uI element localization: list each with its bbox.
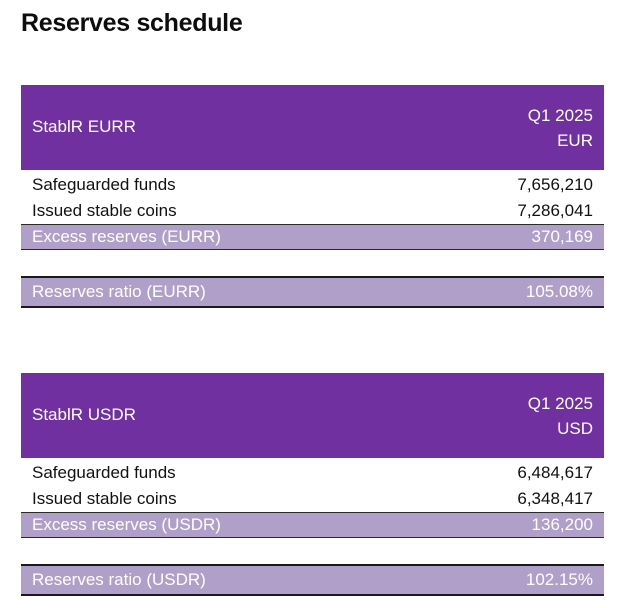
row-label: Safeguarded funds: [32, 463, 176, 482]
period-heading: Q1 2025 EUR: [528, 103, 593, 153]
table-row-safeguarded-funds: Safeguarded funds 7,656,210: [21, 172, 604, 198]
table-row-excess-reserves: Excess reserves (USDR) 136,200: [21, 512, 604, 538]
row-value: 6,348,417: [517, 489, 593, 508]
row-label: Safeguarded funds: [32, 175, 176, 194]
table-row-issued-stable-coins: Issued stable coins 6,348,417: [21, 486, 604, 512]
period-label: Q1 2025: [527, 394, 593, 413]
period-heading: Q1 2025 USD: [528, 391, 593, 441]
table-row-issued-stable-coins: Issued stable coins 7,286,041: [21, 198, 604, 224]
table-row-reserves-ratio: Reserves ratio (USDR) 102.15%: [21, 564, 604, 596]
row-value: 136,200: [531, 515, 593, 534]
row-value: 7,656,210: [517, 175, 593, 194]
row-value: 102.15%: [525, 570, 593, 589]
row-label: Excess reserves (USDR): [32, 515, 221, 534]
table-row-safeguarded-funds: Safeguarded funds 6,484,617: [21, 460, 604, 486]
entity-name: StablR USDR: [32, 405, 136, 424]
row-value: 105.08%: [525, 282, 593, 301]
row-value: 370,169: [531, 227, 593, 246]
table-row-excess-reserves: Excess reserves (EURR) 370,169: [21, 224, 604, 250]
row-value: 7,286,041: [517, 201, 593, 220]
row-label: Reserves ratio (USDR): [32, 570, 206, 589]
page-title: Reserves schedule: [21, 9, 243, 37]
spacer: [21, 538, 604, 564]
period-label: Q1 2025: [527, 106, 593, 125]
row-label: Issued stable coins: [32, 489, 177, 508]
reserves-table-eurr: StablR EURR Q1 2025 EUR Safeguarded fund…: [21, 85, 604, 308]
entity-name: StablR EURR: [32, 117, 136, 136]
currency-label: USD: [557, 419, 593, 438]
row-label: Issued stable coins: [32, 201, 177, 220]
row-label: Excess reserves (EURR): [32, 227, 221, 246]
currency-label: EUR: [557, 131, 593, 150]
row-value: 6,484,617: [517, 463, 593, 482]
table-row-reserves-ratio: Reserves ratio (EURR) 105.08%: [21, 276, 604, 308]
reserves-table-usdr: StablR USDR Q1 2025 USD Safeguarded fund…: [21, 373, 604, 596]
table-header: StablR EURR Q1 2025 EUR: [21, 85, 604, 170]
spacer: [21, 250, 604, 276]
table-header: StablR USDR Q1 2025 USD: [21, 373, 604, 458]
row-label: Reserves ratio (EURR): [32, 282, 206, 301]
